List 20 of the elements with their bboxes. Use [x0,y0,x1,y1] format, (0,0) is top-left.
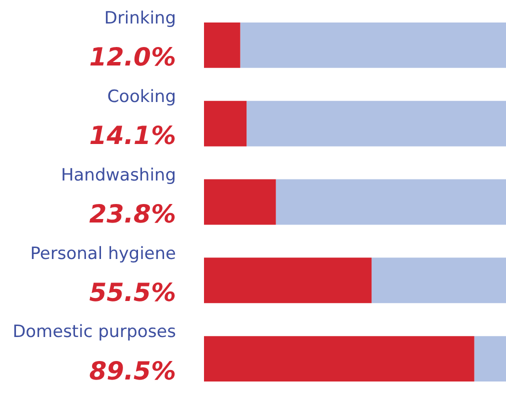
bar [246,100,506,146]
bar [474,336,506,382]
data-label: 14.1% [89,121,176,150]
y-tick-label: Handwashing [60,165,176,186]
bar [204,179,276,225]
bar [276,179,506,225]
bar [240,22,506,68]
data-label: 12.0% [89,42,176,72]
data-label: 55.5% [89,278,176,307]
bar [204,22,240,68]
bar [204,100,247,146]
y-tick-label: Personal hygiene [30,244,176,264]
bar [204,258,372,304]
data-label: 23.8% [89,200,176,228]
data-label: 89.5% [89,356,176,386]
bar [204,336,474,382]
y-tick-label: Drinking [104,8,176,29]
y-tick-label: Cooking [107,87,176,108]
bar [372,258,506,304]
y-tick-label: Domestic purposes [12,322,176,342]
